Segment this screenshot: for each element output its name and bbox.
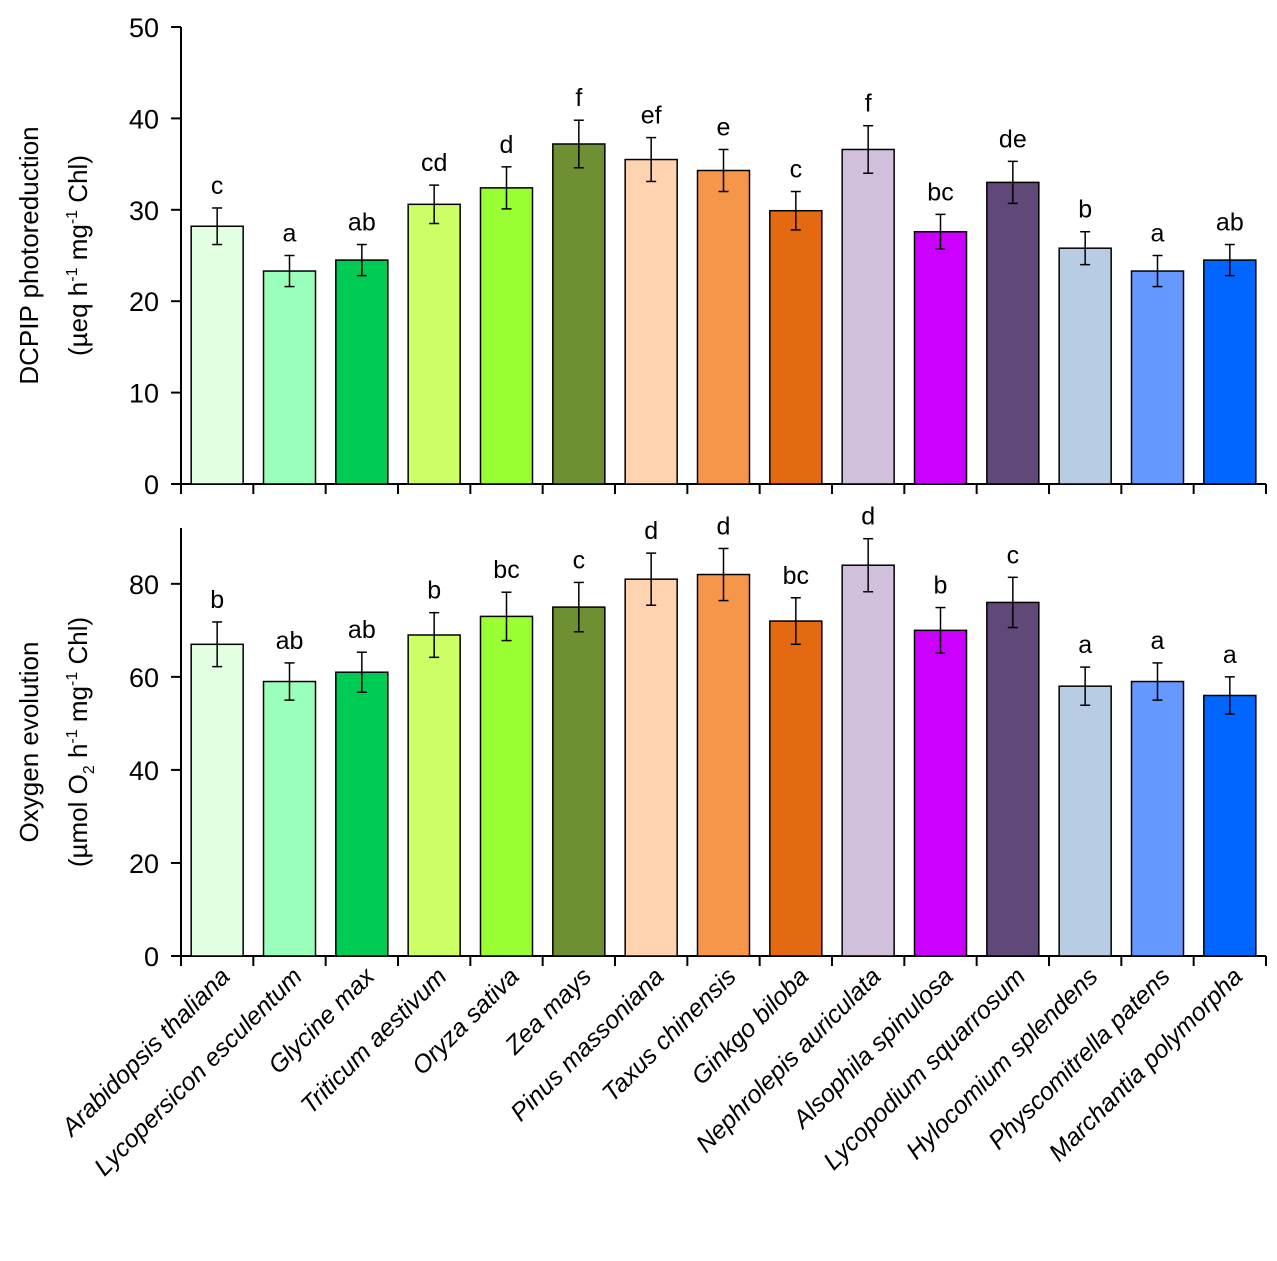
y-axis-subtitle-part-bottom-5: -1 [64, 672, 81, 686]
bar-top-1 [262, 270, 317, 485]
significance-label-bottom-8: bc [783, 562, 809, 590]
bar-bottom-4 [479, 615, 534, 957]
y-tick-label-top-1: 10 [129, 379, 159, 409]
significance-label-bottom-4: bc [493, 556, 519, 584]
significance-label-top-6: ef [641, 102, 662, 130]
bar-top-14 [1203, 259, 1257, 485]
bar-top-9 [841, 148, 895, 485]
significance-label-top-12: b [1078, 196, 1092, 224]
bar-top-0 [190, 225, 244, 485]
significance-label-bottom-11: c [1007, 541, 1020, 569]
bar-top-7 [696, 169, 751, 485]
significance-label-bottom-9: d [861, 503, 875, 531]
bar-bottom-10 [913, 629, 968, 957]
bar-bottom-1 [262, 680, 317, 957]
significance-label-top-7: e [717, 113, 731, 141]
significance-label-top-8: c [790, 156, 803, 184]
bar-bottom-12 [1058, 685, 1112, 957]
y-axis-subtitle-part-bottom-4: mg [63, 686, 93, 729]
bar-bottom-0 [190, 643, 244, 957]
bar-top-3 [407, 203, 461, 485]
significance-label-bottom-7: d [717, 512, 731, 540]
y-tick-label-top-3: 30 [129, 196, 159, 226]
significance-label-top-9: f [865, 90, 872, 118]
bar-top-11 [986, 181, 1040, 485]
significance-label-top-3: cd [421, 149, 447, 177]
y-tick-label-bottom-2: 40 [129, 756, 159, 786]
y-axis-subtitle-part-bottom-1: 2 [81, 765, 98, 774]
significance-label-top-1: a [283, 220, 297, 248]
y-axis-subtitle-part-top-0: (µeq h [63, 282, 93, 356]
bar-bottom-2 [335, 671, 389, 957]
y-tick-label-top-5: 50 [129, 13, 159, 43]
y-axis-title-bottom: Oxygen evolution [14, 642, 44, 843]
y-axis-subtitle-part-bottom-2: h [63, 744, 93, 766]
significance-label-top-0: c [211, 172, 224, 200]
bar-top-13 [1130, 270, 1185, 485]
bar-bottom-5 [552, 606, 606, 957]
significance-label-bottom-10: b [934, 572, 948, 600]
significance-label-top-2: ab [348, 209, 376, 237]
y-axis-subtitle-part-top-2: mg [63, 224, 93, 267]
bar-top-4 [479, 187, 534, 485]
significance-label-top-10: bc [927, 178, 953, 206]
bar-bottom-9 [841, 564, 895, 957]
significance-label-bottom-2: ab [348, 616, 376, 644]
significance-label-top-11: de [999, 125, 1027, 153]
bar-top-2 [335, 259, 389, 485]
significance-label-bottom-6: d [644, 517, 658, 545]
bar-top-12 [1058, 247, 1112, 485]
y-tick-label-bottom-1: 20 [129, 849, 159, 879]
significance-label-bottom-14: a [1223, 641, 1237, 669]
y-axis-subtitle-top: (µeq h-1 mg-1 Chl) [63, 155, 93, 356]
bar-bottom-6 [624, 578, 678, 957]
y-axis-subtitle-bottom: (µmol O2 h-1 mg-1 Chl) [63, 617, 98, 867]
y-axis-subtitle-part-top-3: -1 [64, 210, 81, 224]
significance-label-top-13: a [1151, 220, 1165, 248]
y-tick-label-top-4: 40 [129, 104, 159, 134]
significance-label-bottom-12: a [1078, 631, 1092, 659]
y-tick-label-bottom-0: 0 [144, 942, 159, 972]
y-axis-subtitle-part-bottom-6: Chl) [63, 617, 93, 672]
significance-label-bottom-1: ab [276, 627, 304, 655]
significance-label-bottom-5: c [573, 546, 586, 574]
y-tick-label-bottom-4: 80 [129, 570, 159, 600]
bar-bottom-14 [1203, 694, 1257, 957]
bar-bottom-7 [696, 573, 751, 957]
significance-label-bottom-13: a [1151, 627, 1165, 655]
significance-label-top-14: ab [1216, 209, 1244, 237]
bar-bottom-13 [1130, 680, 1185, 957]
category-label-7: Taxus chinensis [597, 962, 742, 1107]
y-axis-subtitle-part-top-4: Chl) [63, 155, 93, 210]
y-axis-subtitle-part-bottom-0: (µmol O [63, 774, 93, 867]
y-axis-subtitle-part-top-1: -1 [64, 267, 81, 281]
bar-bottom-8 [769, 620, 823, 957]
bar-top-6 [624, 158, 678, 485]
y-tick-label-top-2: 20 [129, 287, 159, 317]
y-axis-title-top: DCPIP photoreduction [14, 126, 44, 384]
significance-label-top-5: f [575, 84, 582, 112]
bar-top-5 [552, 143, 606, 485]
bar-bottom-3 [407, 634, 461, 957]
bar-top-8 [769, 209, 823, 485]
y-tick-label-bottom-3: 60 [129, 663, 159, 693]
significance-label-top-4: d [500, 131, 514, 159]
bar-top-10 [913, 230, 968, 485]
significance-label-bottom-3: b [427, 577, 441, 605]
significance-label-bottom-0: b [210, 586, 224, 614]
y-axis-subtitle-part-bottom-3: -1 [64, 729, 81, 743]
y-tick-label-top-0: 0 [144, 470, 159, 500]
bar-bottom-11 [986, 601, 1040, 957]
panel-top: 0 10 20 30 40 50 c a ab cd d f ef e c f bc de b a ab DCPIP ph… [14, 13, 1267, 500]
